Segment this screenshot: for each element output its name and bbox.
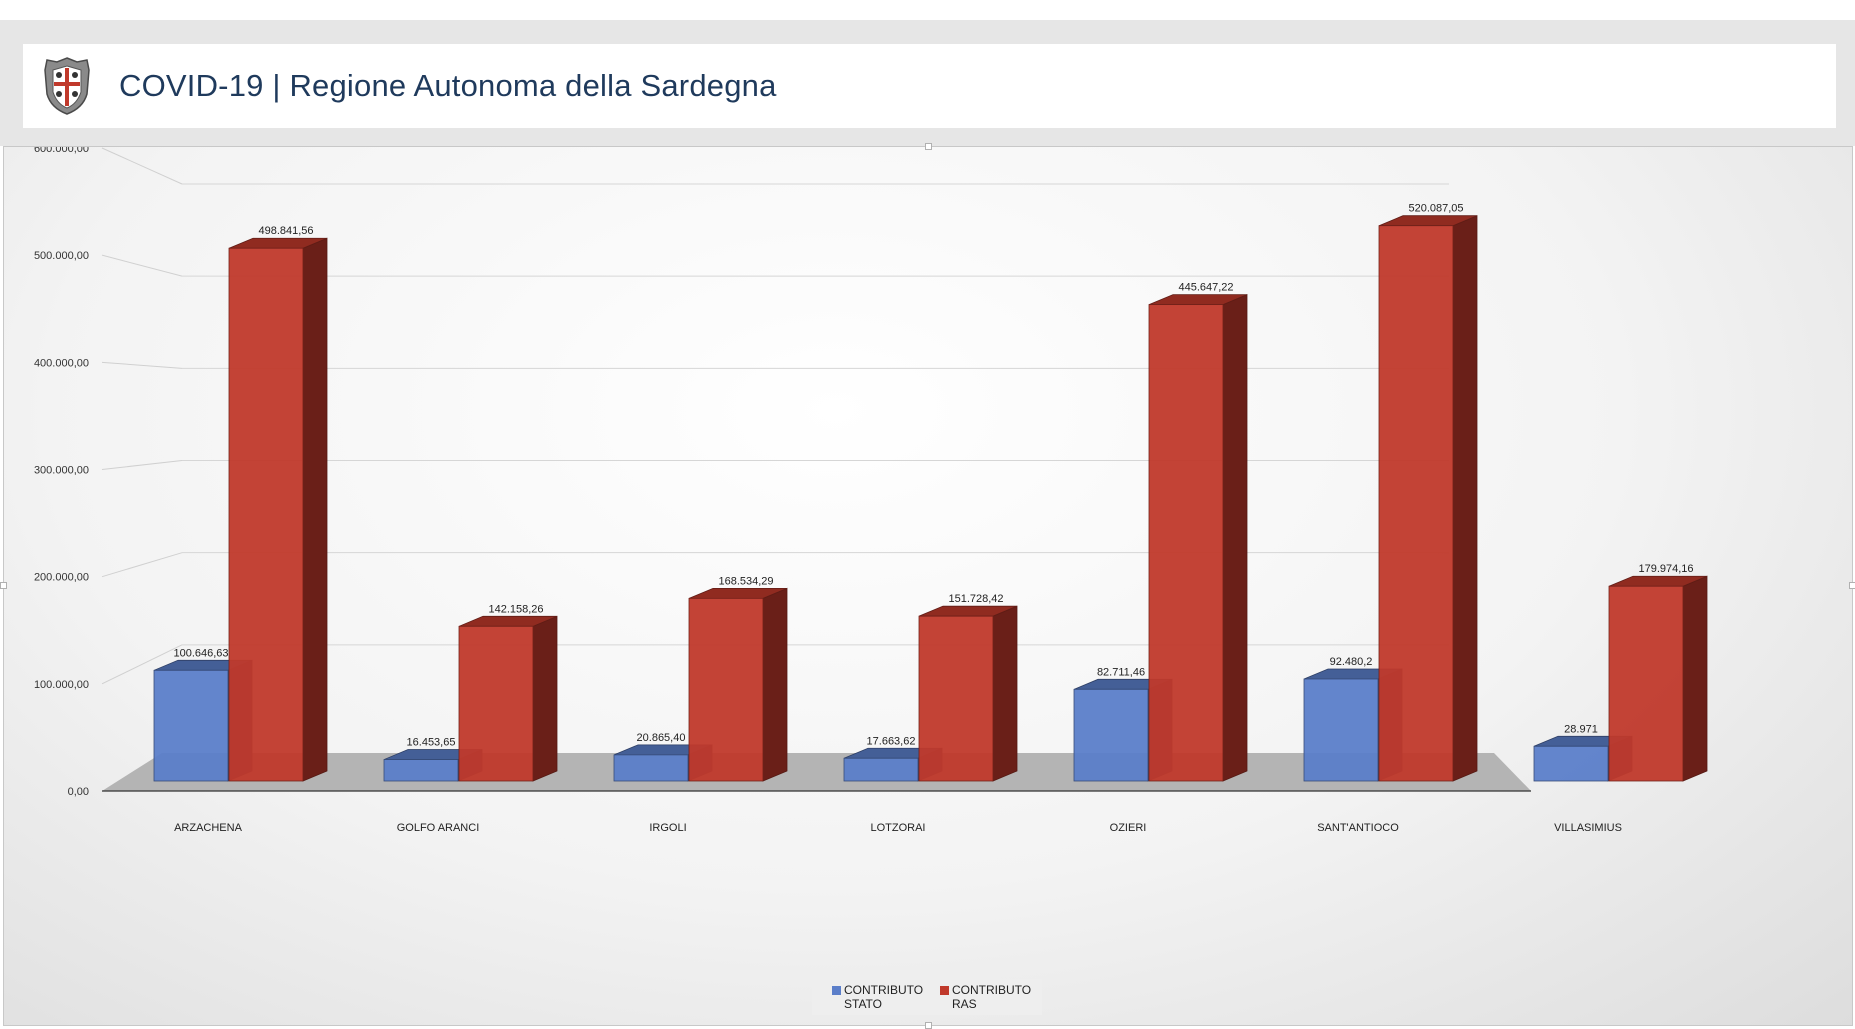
x-tick-label: GOLFO ARANCI xyxy=(397,822,480,834)
gridline-side xyxy=(101,361,183,369)
x-tick-label: ARZACHENA xyxy=(174,822,243,834)
data-label: 520.087,05 xyxy=(1408,203,1463,215)
chart-legend: CONTRIBUTO STATO CONTRIBUTO RAS xyxy=(812,979,1042,1015)
data-label: 20.865,40 xyxy=(637,732,686,744)
bar-side[interactable] xyxy=(992,605,1018,782)
bar-side[interactable] xyxy=(1452,215,1478,782)
gridline-side xyxy=(101,147,183,185)
gridline-side xyxy=(101,644,183,685)
legend-label-stato-line2: STATO xyxy=(844,997,883,1011)
bar-contributo-stato[interactable] xyxy=(613,754,689,782)
bar-contributo-stato[interactable] xyxy=(1533,745,1609,782)
bar-side[interactable] xyxy=(532,615,558,782)
x-tick-label: OZIERI xyxy=(1110,822,1147,834)
y-tick-label: 0,00 xyxy=(68,786,89,798)
legend-label-ras-line1: CONTRIBUTO xyxy=(952,983,1032,997)
gridline-side xyxy=(101,552,183,578)
resize-handle-top[interactable] xyxy=(925,143,932,150)
x-tick-label: VILLASIMIUS xyxy=(1554,822,1622,834)
bar-contributo-ras[interactable] xyxy=(1148,304,1224,782)
resize-handle-left[interactable] xyxy=(0,582,7,589)
data-label: 82.711,46 xyxy=(1097,666,1145,678)
data-label: 498.841,56 xyxy=(258,225,313,237)
bar-side[interactable] xyxy=(762,587,788,782)
bar-contributo-stato[interactable] xyxy=(153,669,229,782)
legend-swatch-stato xyxy=(832,986,841,995)
bar-contributo-stato[interactable] xyxy=(843,757,919,782)
bar-contributo-ras[interactable] xyxy=(1378,225,1454,782)
sardinia-crest-icon xyxy=(44,57,90,115)
y-tick-label: 600.000,00 xyxy=(34,147,89,155)
bar-side[interactable] xyxy=(302,237,328,782)
chart-svg: 0,00 100.000,00 200.000,00 300.000,00 400.00… xyxy=(34,147,1708,834)
x-tick-label: IRGOLI xyxy=(649,822,686,834)
data-label: 28.971 xyxy=(1564,723,1598,735)
resize-handle-right[interactable] xyxy=(1849,582,1855,589)
bar-contributo-stato[interactable] xyxy=(1073,688,1149,782)
page-title: COVID-19 | Regione Autonoma della Sardeg… xyxy=(119,68,777,103)
y-tick-label: 200.000,00 xyxy=(34,572,89,584)
y-tick-label: 100.000,00 xyxy=(34,679,89,691)
legend-label-ras-line2: RAS xyxy=(952,997,977,1011)
data-label: 16.453,65 xyxy=(407,737,456,749)
y-tick-label: 300.000,00 xyxy=(34,465,89,477)
y-tick-label: 400.000,00 xyxy=(34,357,89,369)
data-label: 142.158,26 xyxy=(488,603,543,615)
legend-swatch-ras xyxy=(940,986,949,995)
resize-handle-bottom[interactable] xyxy=(925,1022,932,1029)
bar-contributo-ras[interactable] xyxy=(458,625,534,782)
bar-side[interactable] xyxy=(1682,575,1708,782)
x-tick-label: LOTZORAI xyxy=(870,822,925,834)
header-bar: COVID-19 | Regione Autonoma della Sardeg… xyxy=(23,44,1836,128)
data-label: 17.663,62 xyxy=(867,735,916,747)
x-tick-label: SANT'ANTIOCO xyxy=(1317,822,1399,834)
data-label: 92.480,2 xyxy=(1330,656,1373,668)
bar-contributo-ras[interactable] xyxy=(228,247,304,782)
bar-contributo-ras[interactable] xyxy=(1608,585,1684,782)
data-label: 179.974,16 xyxy=(1638,563,1693,575)
gridline-side xyxy=(101,254,183,277)
y-tick-label: 500.000,00 xyxy=(34,250,89,262)
bar-side[interactable] xyxy=(1222,294,1248,782)
data-label: 445.647,22 xyxy=(1178,282,1233,294)
chart-area[interactable]: 0,00 100.000,00 200.000,00 300.000,00 400.00… xyxy=(0,143,1855,1029)
data-label: 151.728,42 xyxy=(948,593,1003,605)
data-label: 100.646,63 xyxy=(173,647,228,659)
bar-contributo-ras[interactable] xyxy=(688,597,764,782)
gridline-side xyxy=(101,460,183,470)
bar-contributo-ras[interactable] xyxy=(918,615,994,782)
bar-contributo-stato[interactable] xyxy=(1303,678,1379,782)
bar-contributo-stato[interactable] xyxy=(383,759,459,782)
data-label: 168.534,29 xyxy=(718,575,773,587)
legend-label-stato-line1: CONTRIBUTO xyxy=(844,983,924,997)
